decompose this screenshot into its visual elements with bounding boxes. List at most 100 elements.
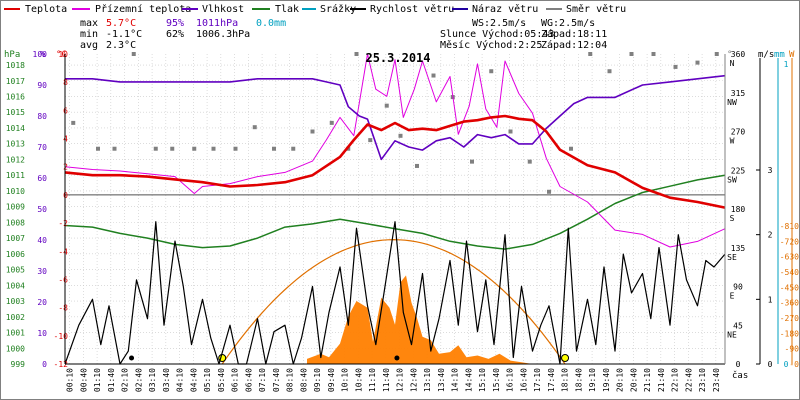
info-block: WS:2.5m/s WG:2.5m/s Slunce Východ:05:43 … bbox=[440, 18, 607, 51]
y-tick-direction: 270 bbox=[731, 128, 746, 137]
y-tick-pressure: 1008 bbox=[6, 218, 25, 227]
y-tick-humidity: 40 bbox=[37, 236, 47, 245]
x-tick-label: 20:10 bbox=[616, 368, 625, 392]
wind-direction-point bbox=[131, 52, 136, 56]
wind-direction-point bbox=[170, 146, 175, 151]
y-tick-humidity: 10 bbox=[37, 329, 47, 338]
wind-direction-point bbox=[112, 146, 117, 151]
y-tick-solar: -630 bbox=[780, 253, 799, 262]
wind-direction-point bbox=[354, 52, 359, 56]
y-tick-temp: -10 bbox=[54, 332, 69, 341]
unit-degc: °C bbox=[56, 50, 67, 60]
y-tick-direction: 90 bbox=[733, 283, 743, 292]
y-tick-temp: 2 bbox=[63, 163, 68, 172]
y-tick-solar: -450 bbox=[780, 283, 799, 292]
y-tick-humidity: 80 bbox=[37, 112, 47, 121]
unit-cas: čas bbox=[732, 370, 748, 381]
legend: Teplota Přízemní teplota Vlhkost Tlak Sr… bbox=[4, 3, 626, 15]
wind-direction-point bbox=[415, 163, 419, 168]
wind-direction-point bbox=[96, 146, 100, 151]
y-tick-direction: 315 bbox=[731, 89, 746, 98]
legend-label-vlhkost: Vlhkost bbox=[202, 4, 244, 15]
y-tick-wind: 2 bbox=[768, 231, 773, 240]
x-tick-label: 12:10 bbox=[396, 368, 405, 392]
x-tick-label: 09:40 bbox=[327, 368, 336, 392]
y-tick-temp: -4 bbox=[58, 247, 68, 256]
y-tick-solar: -540 bbox=[780, 268, 799, 277]
y-tick-solar: -270 bbox=[780, 314, 799, 323]
x-tick-label: 19:10 bbox=[588, 368, 597, 392]
y-tick-pressure: 1017 bbox=[6, 77, 25, 86]
wind-direction-point bbox=[398, 133, 403, 138]
wind-direction-point bbox=[310, 129, 315, 134]
x-tick-label: 19:40 bbox=[602, 368, 611, 392]
unit-w: W bbox=[789, 50, 795, 60]
x-tick-label: 04:40 bbox=[189, 368, 198, 392]
y-tick-pressure: 1002 bbox=[6, 313, 25, 322]
info-moon-set: Západ:12:04 bbox=[541, 39, 607, 51]
info-sun-set: Západ:18:11 bbox=[541, 28, 607, 40]
y-tick-pressure: 1004 bbox=[6, 281, 25, 290]
wind-direction-point bbox=[607, 69, 612, 74]
x-tick-label: 08:40 bbox=[299, 368, 308, 392]
x-tick-label: 20:40 bbox=[629, 368, 638, 392]
x-tick-label: 02:10 bbox=[121, 368, 130, 392]
x-tick-label: 17:40 bbox=[547, 368, 556, 392]
stats-min-label: min bbox=[80, 29, 98, 40]
y-tick-solar: -720 bbox=[780, 237, 799, 246]
grid-lines bbox=[65, 54, 725, 365]
y-tick-humidity: 0 bbox=[42, 360, 47, 369]
wind-speed-line bbox=[64, 221, 726, 365]
x-tick-label: 21:10 bbox=[643, 368, 652, 392]
x-tick-label: 00:10 bbox=[66, 368, 75, 392]
y-tick-humidity: 70 bbox=[37, 143, 47, 152]
y-tick-pressure: 1000 bbox=[6, 344, 25, 353]
y-tick-temp: 6 bbox=[63, 106, 68, 115]
y-tick-direction: 45 bbox=[733, 321, 743, 330]
chart-title: 25.3.2014 bbox=[365, 51, 430, 65]
x-tick-label: 02:40 bbox=[134, 368, 143, 392]
x-tick-label: 09:10 bbox=[313, 368, 322, 392]
y-tick-solar: -90 bbox=[785, 345, 800, 354]
y-tick-temp: 4 bbox=[63, 135, 68, 144]
moonrise-marker bbox=[129, 355, 135, 361]
wind-direction-point bbox=[547, 189, 551, 194]
temperature-line bbox=[64, 114, 726, 209]
y-tick-humidity: 100 bbox=[33, 50, 48, 59]
stats-min-hum: 62% bbox=[166, 29, 184, 40]
legend-label-srazky: Srážky bbox=[320, 3, 356, 15]
y-tick-pressure: 1015 bbox=[6, 108, 25, 117]
y-tick-pressure: 1007 bbox=[6, 234, 25, 243]
x-tick-label: 11:40 bbox=[382, 368, 391, 392]
x-tick-label: 03:10 bbox=[148, 368, 157, 392]
y-tick-rain: 1 bbox=[784, 60, 789, 69]
solar-radiation-area bbox=[307, 275, 533, 364]
y-tick-wind: 1 bbox=[768, 295, 773, 304]
wind-direction-point bbox=[233, 146, 238, 151]
wind-direction-point bbox=[192, 146, 197, 151]
y-tick-pressure: 1012 bbox=[6, 155, 25, 164]
stats-max-rain: 0.0mm bbox=[256, 18, 286, 29]
wind-direction-point bbox=[153, 146, 158, 151]
y-tick-direction-letter: E bbox=[730, 292, 735, 301]
stats-max-temp: 5.7°C bbox=[106, 18, 136, 29]
y-tick-pressure: 1013 bbox=[6, 140, 25, 149]
y-tick-direction-letter: SE bbox=[727, 253, 737, 262]
wind-direction-point bbox=[71, 120, 76, 125]
wind-direction-point bbox=[384, 103, 389, 108]
wind-direction-point bbox=[651, 52, 656, 56]
x-tick-label: 01:10 bbox=[93, 368, 102, 392]
legend-label-tlak: Tlak bbox=[275, 4, 299, 15]
y-tick-pressure: 1005 bbox=[6, 266, 25, 275]
y-tick-temp: 10 bbox=[58, 50, 68, 59]
x-tick-label: 22:40 bbox=[684, 368, 693, 392]
stats-max-label: max bbox=[80, 18, 98, 29]
wind-direction-point bbox=[508, 129, 513, 134]
x-tick-label: 22:10 bbox=[671, 368, 680, 392]
legend-label-rychlost-vetru: Rychlost větru bbox=[370, 3, 454, 15]
y-tick-rain: 0 bbox=[784, 360, 789, 369]
humidity-line bbox=[65, 74, 726, 161]
wind-direction-point bbox=[714, 52, 719, 56]
x-tick-label: 10:40 bbox=[354, 368, 363, 392]
x-tick-label: 15:10 bbox=[478, 368, 487, 392]
